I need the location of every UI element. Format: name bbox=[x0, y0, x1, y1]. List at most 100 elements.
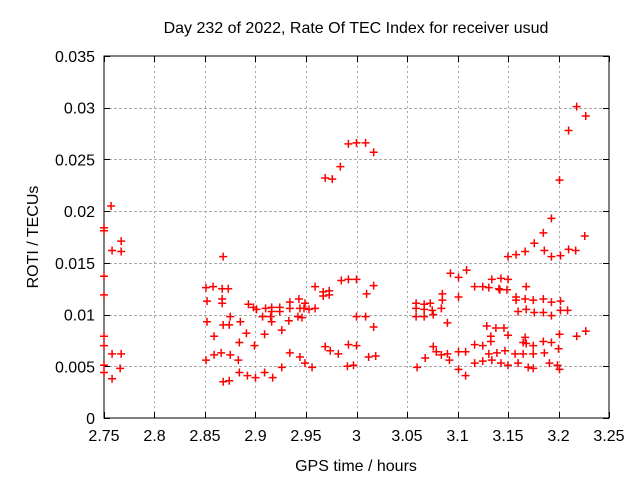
plus-marker bbox=[328, 175, 337, 184]
plus-marker bbox=[202, 283, 211, 292]
x-tick-label: 3.25 bbox=[593, 428, 624, 445]
plus-marker bbox=[243, 371, 252, 380]
plus-marker bbox=[344, 139, 353, 148]
x-tick-label: 3.05 bbox=[391, 428, 422, 445]
plus-marker bbox=[308, 363, 317, 372]
plus-marker bbox=[547, 338, 556, 347]
plus-marker bbox=[496, 359, 505, 368]
plus-marker bbox=[478, 282, 487, 291]
plus-marker bbox=[504, 361, 512, 370]
plus-marker bbox=[219, 377, 228, 386]
x-tick-label: 2.9 bbox=[244, 428, 266, 445]
x-tick-label: 2.95 bbox=[290, 428, 321, 445]
plus-marker bbox=[494, 284, 503, 293]
plus-marker bbox=[522, 282, 531, 291]
plus-marker bbox=[343, 362, 352, 371]
plus-marker bbox=[529, 364, 538, 373]
plus-marker bbox=[100, 226, 108, 235]
plus-marker bbox=[556, 306, 565, 315]
plus-marker bbox=[478, 341, 487, 350]
plus-marker bbox=[412, 304, 421, 313]
plus-marker bbox=[100, 361, 108, 370]
plus-marker bbox=[564, 245, 573, 254]
plus-marker bbox=[117, 247, 126, 256]
plus-marker bbox=[300, 359, 309, 368]
plus-marker bbox=[284, 316, 293, 325]
plus-marker bbox=[470, 340, 479, 349]
plus-marker bbox=[344, 275, 353, 284]
plus-marker bbox=[361, 138, 370, 147]
plus-marker bbox=[202, 356, 211, 365]
plus-marker bbox=[251, 373, 260, 382]
plus-marker bbox=[275, 307, 284, 316]
y-tick-label: 0.025 bbox=[55, 152, 95, 169]
plus-marker bbox=[344, 340, 353, 349]
plus-marker bbox=[454, 365, 463, 374]
plus-marker bbox=[226, 312, 235, 321]
plus-marker bbox=[540, 348, 549, 357]
plus-marker bbox=[258, 312, 267, 321]
plus-marker bbox=[352, 138, 361, 147]
plus-marker bbox=[352, 312, 361, 321]
plus-marker bbox=[267, 317, 276, 326]
plus-marker bbox=[461, 371, 470, 380]
x-tick-label: 3.1 bbox=[446, 428, 468, 445]
plus-marker bbox=[226, 350, 235, 359]
plus-marker bbox=[547, 311, 556, 320]
plus-marker bbox=[554, 344, 563, 353]
plus-marker bbox=[432, 347, 441, 356]
tick-labels: 2.75 2.8 2.85 2.9 2.95 3 3.05 3.1 3.15 3.2 3.25 0 0.… bbox=[55, 49, 625, 445]
plus-marker bbox=[495, 285, 504, 294]
plus-marker bbox=[260, 330, 269, 339]
plus-marker bbox=[462, 266, 471, 275]
plus-marker bbox=[521, 247, 530, 256]
plus-marker bbox=[420, 312, 429, 321]
plus-marker bbox=[321, 174, 330, 183]
x-tick-label: 2.75 bbox=[88, 428, 119, 445]
plus-marker bbox=[334, 349, 343, 358]
plus-marker bbox=[250, 341, 259, 350]
x-tick-label: 3 bbox=[352, 428, 361, 445]
plus-marker bbox=[203, 317, 212, 326]
plus-marker bbox=[502, 285, 511, 294]
plus-marker bbox=[203, 297, 212, 306]
plus-marker bbox=[470, 359, 479, 368]
plus-marker bbox=[539, 228, 548, 237]
plus-marker bbox=[224, 284, 233, 293]
plus-marker bbox=[504, 252, 512, 261]
plus-marker bbox=[529, 341, 538, 350]
plus-marker bbox=[116, 364, 125, 373]
plus-marker bbox=[426, 299, 435, 308]
plus-marker bbox=[300, 299, 309, 308]
plus-marker bbox=[100, 272, 108, 281]
plus-marker bbox=[512, 296, 521, 305]
plus-marker bbox=[297, 313, 306, 322]
plus-marker bbox=[514, 359, 523, 368]
plus-marker bbox=[443, 349, 452, 358]
plus-marker bbox=[305, 305, 314, 314]
plot-border bbox=[103, 55, 610, 419]
plus-marker bbox=[491, 324, 500, 333]
plus-marker bbox=[446, 269, 455, 278]
plus-marker bbox=[210, 350, 219, 359]
plus-marker bbox=[445, 356, 454, 365]
plus-marker bbox=[100, 332, 108, 341]
plus-marker bbox=[581, 327, 590, 336]
plus-marker bbox=[319, 291, 328, 300]
plus-marker bbox=[369, 322, 378, 331]
plus-marker bbox=[470, 282, 479, 291]
plus-marker bbox=[371, 351, 380, 360]
plus-marker bbox=[428, 306, 437, 315]
plus-marker bbox=[261, 304, 270, 313]
plus-marker bbox=[437, 304, 446, 313]
plus-marker bbox=[420, 305, 429, 314]
plus-marker bbox=[496, 274, 505, 283]
plus-marker bbox=[268, 373, 277, 382]
plus-marker bbox=[429, 342, 438, 351]
plus-marker bbox=[413, 363, 422, 372]
plus-marker bbox=[336, 162, 345, 171]
plus-marker bbox=[522, 339, 531, 348]
plus-marker bbox=[438, 296, 447, 305]
plus-marker bbox=[529, 349, 538, 358]
plus-marker bbox=[260, 368, 269, 377]
